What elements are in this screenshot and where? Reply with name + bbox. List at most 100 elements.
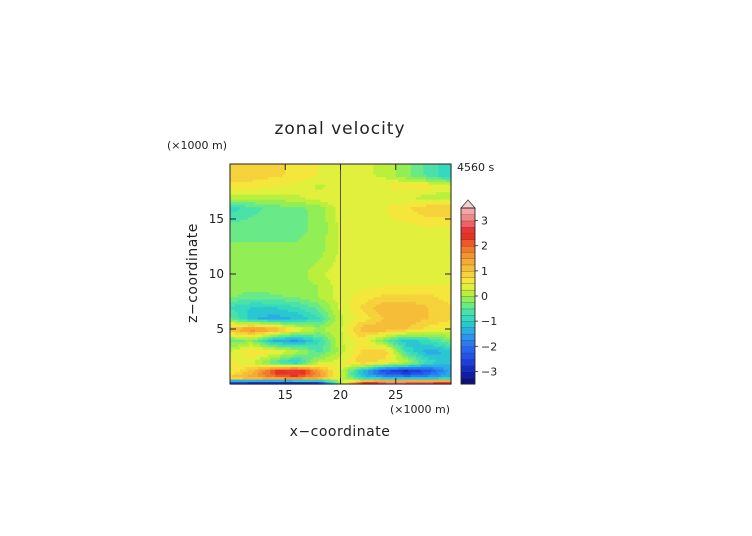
heatmap-cell bbox=[363, 321, 367, 325]
heatmap-cell bbox=[448, 324, 452, 328]
heatmap-cell bbox=[395, 261, 399, 265]
heatmap-cell bbox=[353, 284, 357, 288]
heatmap-cell bbox=[305, 281, 309, 285]
heatmap-cell bbox=[445, 329, 450, 333]
heatmap-cell bbox=[363, 379, 367, 383]
heatmap-cell bbox=[335, 286, 339, 290]
heatmap-cell bbox=[443, 286, 447, 290]
heatmap-cell bbox=[262, 294, 266, 298]
heatmap-cell bbox=[282, 256, 286, 260]
heatmap-cell bbox=[230, 279, 234, 283]
heatmap-cell bbox=[317, 359, 322, 363]
heatmap-cell bbox=[353, 269, 357, 273]
heatmap-cell bbox=[237, 361, 241, 365]
heatmap-cell bbox=[277, 241, 281, 245]
heatmap-cell bbox=[365, 336, 369, 340]
heatmap-cell bbox=[435, 311, 440, 315]
heatmap-cell bbox=[320, 354, 324, 358]
heatmap-cell bbox=[418, 311, 422, 315]
heatmap-cell bbox=[260, 271, 264, 275]
heatmap-cell bbox=[408, 266, 412, 270]
heatmap-cell bbox=[230, 324, 234, 328]
heatmap-cell bbox=[375, 241, 379, 245]
heatmap-cell bbox=[255, 316, 259, 320]
heatmap-cell bbox=[247, 306, 251, 310]
heatmap-cell bbox=[353, 336, 357, 340]
heatmap-cell bbox=[418, 344, 422, 348]
heatmap-cell bbox=[368, 299, 372, 303]
heatmap-cell bbox=[348, 261, 352, 265]
heatmap-cell bbox=[282, 324, 286, 328]
heatmap-cell bbox=[438, 291, 442, 295]
heatmap-cell bbox=[282, 314, 286, 318]
heatmap-cell bbox=[435, 261, 440, 265]
heatmap-cell bbox=[358, 329, 362, 333]
heatmap-cell bbox=[242, 269, 246, 273]
heatmap-cell bbox=[360, 369, 364, 373]
heatmap-cell bbox=[418, 294, 422, 298]
heatmap-cell bbox=[340, 296, 344, 300]
heatmap-cell bbox=[425, 346, 429, 350]
heatmap-cell bbox=[235, 374, 239, 378]
heatmap-cell bbox=[267, 289, 271, 293]
heatmap-cell bbox=[403, 276, 407, 280]
heatmap-cell bbox=[400, 266, 404, 270]
heatmap-cell bbox=[400, 349, 404, 353]
heatmap-cell bbox=[375, 304, 379, 308]
heatmap-cell bbox=[423, 341, 427, 345]
heatmap-cell bbox=[405, 244, 409, 248]
heatmap-cell bbox=[360, 329, 364, 333]
heatmap-cell bbox=[270, 356, 274, 360]
heatmap-cell bbox=[435, 309, 440, 313]
heatmap-cell bbox=[353, 291, 357, 295]
heatmap-cell bbox=[440, 249, 445, 253]
heatmap-cell bbox=[255, 381, 259, 385]
heatmap-cell bbox=[305, 321, 309, 325]
heatmap-cell bbox=[235, 269, 239, 273]
heatmap-cell bbox=[363, 356, 367, 360]
heatmap-cell bbox=[267, 254, 271, 258]
heatmap-cell bbox=[250, 261, 254, 265]
heatmap-cell bbox=[395, 299, 399, 303]
heatmap-cell bbox=[335, 246, 339, 250]
heatmap-cell bbox=[415, 339, 419, 343]
heatmap-cell bbox=[230, 254, 234, 258]
heatmap-cell bbox=[262, 274, 266, 278]
heatmap-cell bbox=[252, 276, 256, 280]
heatmap-cell bbox=[425, 371, 429, 375]
heatmap-cell bbox=[255, 284, 259, 288]
heatmap-cell bbox=[363, 376, 367, 380]
heatmap-cell bbox=[425, 356, 429, 360]
heatmap-cell bbox=[292, 334, 296, 338]
heatmap-cell bbox=[423, 284, 427, 288]
heatmap-cell bbox=[277, 359, 281, 363]
heatmap-cell bbox=[277, 364, 281, 368]
heatmap-cell bbox=[410, 289, 414, 293]
heatmap-cell bbox=[413, 309, 417, 313]
heatmap-cell bbox=[327, 289, 332, 293]
heatmap-cell bbox=[340, 259, 344, 263]
heatmap-cell bbox=[365, 289, 369, 293]
heatmap-cell bbox=[325, 271, 329, 275]
heatmap-cell bbox=[287, 314, 291, 318]
heatmap-cell bbox=[277, 331, 281, 335]
heatmap-cell bbox=[445, 356, 450, 360]
heatmap-cell bbox=[305, 256, 309, 260]
heatmap-cell bbox=[267, 339, 271, 343]
heatmap-cell bbox=[277, 316, 281, 320]
heatmap-cell bbox=[247, 304, 251, 308]
heatmap-cell bbox=[320, 329, 324, 333]
heatmap-cell bbox=[292, 321, 296, 325]
heatmap-cell bbox=[292, 281, 296, 285]
heatmap-cell bbox=[413, 284, 417, 288]
heatmap-cell bbox=[420, 316, 424, 320]
heatmap-cell bbox=[237, 279, 241, 283]
heatmap-cell bbox=[245, 354, 249, 358]
heatmap-cell bbox=[343, 354, 347, 358]
heatmap-cell bbox=[418, 266, 422, 270]
heatmap-cell bbox=[440, 261, 445, 265]
heatmap-cell bbox=[440, 329, 445, 333]
heatmap-cell bbox=[327, 341, 332, 345]
heatmap-cell bbox=[297, 366, 301, 370]
heatmap-cell bbox=[312, 339, 316, 343]
